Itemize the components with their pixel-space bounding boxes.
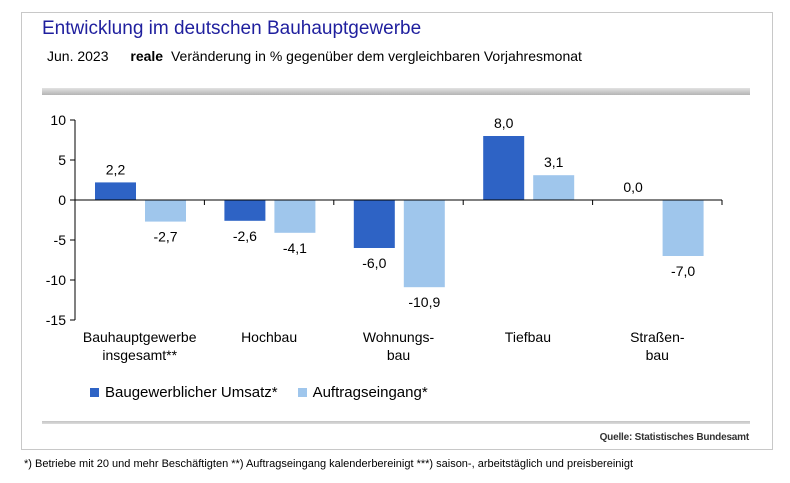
legend-label-umsatz: Baugewerblicher Umsatz* [105, 384, 278, 401]
data-label: -2,7 [153, 229, 177, 245]
chart-legend: Baugewerblicher Umsatz* Auftragseingang* [90, 384, 448, 401]
bar-2-3 [403, 200, 445, 288]
subtitle-bold: reale [130, 48, 164, 64]
category-label: Hochbau [241, 329, 297, 345]
y-tick-label: 0 [58, 192, 66, 208]
source-note: Quelle: Statistisches Bundesamt [599, 432, 750, 443]
period-label: Jun. 2023 [47, 48, 109, 64]
chart-title: Entwicklung im deutschen Bauhauptgewerbe [42, 18, 422, 39]
bar-1-3 [353, 200, 395, 248]
bar-2-1 [145, 200, 186, 222]
data-label: -4,1 [283, 240, 307, 256]
data-label: 3,1 [544, 154, 564, 170]
bar-2-5 [662, 200, 704, 256]
chart-frame [21, 12, 773, 450]
bar-1-1 [95, 182, 136, 200]
category-label: Straßen- [630, 329, 685, 345]
legend-swatch-auftrag [297, 388, 307, 397]
category-label: Tiefbau [505, 329, 551, 345]
y-tick-label: 10 [50, 112, 66, 128]
chart-subtitle: Jun. 2023 reale Veränderung in % gegenüb… [47, 48, 582, 64]
y-tick-label: -10 [46, 272, 66, 288]
subtitle-text: Veränderung in % gegenüber dem vergleich… [170, 48, 582, 64]
bar-2-2 [274, 200, 316, 233]
y-tick-label: -15 [46, 312, 66, 328]
legend-item-auftrag: Auftragseingang* [297, 384, 428, 401]
category-label: bau [646, 347, 669, 363]
bar-2-4 [533, 175, 575, 200]
data-label: -2,6 [233, 228, 257, 244]
data-label: 2,2 [106, 161, 126, 177]
data-label: -10,9 [408, 294, 440, 310]
bar-1-4 [483, 136, 525, 200]
data-label: -7,0 [671, 263, 695, 279]
category-label: insgesamt** [102, 347, 177, 363]
y-tick-label: 5 [58, 152, 66, 168]
y-tick-label: -5 [54, 232, 67, 248]
bar-1-2 [224, 200, 266, 221]
category-label: Bauhauptgewerbe [83, 329, 197, 345]
legend-label-auftrag: Auftragseingang* [312, 384, 428, 401]
data-label: -6,0 [362, 255, 386, 271]
category-label: Wohnungs- [363, 329, 435, 345]
footer-rule [42, 421, 750, 424]
category-label: bau [387, 347, 410, 363]
footnote: *) Betriebe mit 20 und mehr Beschäftigte… [24, 458, 634, 470]
header-rule [42, 88, 750, 95]
data-label: 8,0 [494, 115, 514, 131]
legend-item-umsatz: Baugewerblicher Umsatz* [90, 384, 278, 401]
data-label: 0,0 [623, 179, 643, 195]
legend-swatch-umsatz [90, 388, 99, 397]
